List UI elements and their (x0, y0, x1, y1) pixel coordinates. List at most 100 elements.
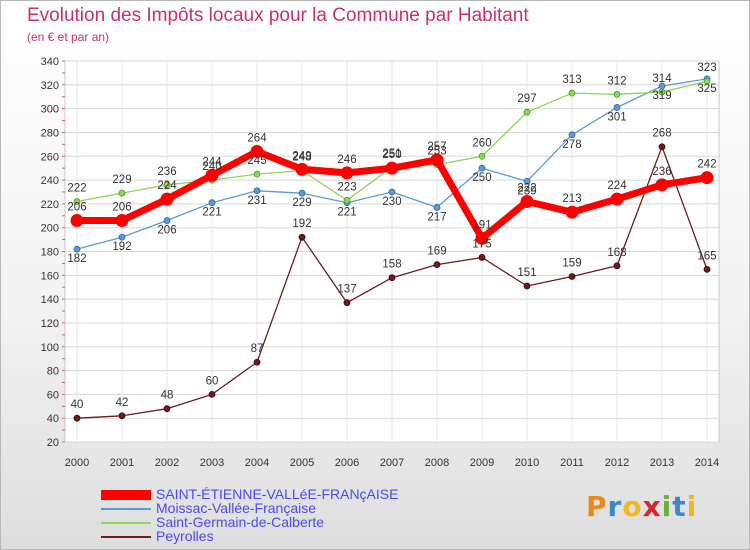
y-tick-label: 320 (41, 80, 59, 92)
data-label: 217 (427, 211, 446, 223)
data-point (250, 144, 264, 158)
data-point (73, 414, 81, 422)
y-tick-label: 200 (41, 223, 59, 235)
y-tick-label: 100 (41, 342, 59, 354)
data-point (700, 171, 714, 185)
x-tick-label: 2009 (470, 457, 494, 469)
data-label: 257 (427, 141, 446, 153)
data-label: 253 (427, 146, 446, 158)
data-label: 169 (427, 246, 446, 258)
data-point (205, 168, 219, 182)
data-point (73, 198, 81, 205)
data-point (253, 170, 261, 178)
chart-subtitle: (en € et par an) (27, 30, 110, 44)
data-point (208, 390, 216, 398)
data-point (298, 233, 306, 241)
data-label: 192 (292, 218, 311, 230)
y-tick-label: 340 (41, 56, 59, 68)
data-point (523, 177, 531, 185)
data-point (163, 217, 171, 224)
data-point (433, 261, 441, 268)
data-point (478, 152, 486, 160)
data-label: 231 (247, 195, 266, 207)
data-point (163, 405, 171, 413)
data-point (70, 214, 84, 228)
data-point (118, 233, 126, 241)
data-label: 268 (652, 128, 671, 140)
x-tick-label: 2010 (515, 457, 539, 469)
data-label: 250 (382, 149, 401, 161)
data-point (568, 273, 576, 280)
data-label: 224 (157, 180, 177, 192)
y-tick-label: 120 (41, 318, 59, 330)
data-label: 48 (161, 390, 174, 402)
data-point (115, 214, 129, 228)
data-label: 168 (607, 247, 626, 259)
data-label: 137 (337, 284, 356, 296)
legend-swatch (101, 522, 151, 524)
data-label: 151 (517, 267, 536, 279)
data-label: 312 (607, 75, 626, 87)
data-label: 229 (292, 197, 311, 209)
data-point (658, 88, 666, 96)
x-tick-label: 2011 (560, 457, 584, 469)
data-label: 242 (697, 159, 716, 171)
data-point (118, 189, 126, 197)
data-point (385, 161, 399, 175)
data-point (523, 282, 531, 290)
data-point (520, 194, 534, 208)
data-label: 319 (652, 90, 671, 102)
y-tick-label: 140 (41, 294, 59, 306)
data-label: 87 (251, 343, 264, 355)
x-tick-label: 2006 (335, 457, 359, 469)
data-label: 278 (562, 139, 581, 151)
data-point (340, 166, 354, 180)
data-point (118, 412, 126, 420)
y-tick-label: 300 (41, 104, 59, 116)
data-label: 159 (562, 258, 581, 270)
y-tick-label: 40 (47, 413, 59, 425)
x-tick-label: 2004 (245, 457, 269, 469)
data-labels: 40 42 48 60 87 192 137 158 169 175 151 159 168 268 165… (67, 62, 716, 411)
y-tick-label: 160 (41, 270, 59, 282)
data-point (253, 358, 261, 366)
data-point (298, 189, 306, 197)
data-label: 250 (472, 172, 491, 184)
data-label: 314 (652, 73, 672, 85)
data-label: 60 (206, 375, 219, 387)
data-label: 221 (337, 207, 356, 219)
data-point (73, 245, 81, 253)
data-label: 206 (157, 225, 176, 237)
legend-label: SAINT-ÉTIENNE-VALLéE-FRANçAISE (156, 486, 399, 502)
x-tick-label: 2013 (650, 457, 674, 469)
data-point (568, 89, 576, 97)
data-point (568, 131, 576, 139)
x-tick-label: 2014 (695, 457, 719, 469)
data-point (655, 178, 669, 192)
x-tick-label: 2007 (380, 457, 404, 469)
data-label: 260 (472, 137, 491, 149)
data-point (610, 192, 624, 206)
data-point (163, 181, 171, 189)
data-point (295, 162, 309, 176)
data-label: 229 (112, 174, 131, 186)
data-label: 240 (202, 161, 221, 173)
data-point (703, 265, 711, 273)
data-label: 301 (607, 111, 626, 123)
data-label: 297 (517, 93, 536, 105)
data-label: 206 (112, 202, 131, 214)
data-point (613, 104, 621, 111)
data-label: 248 (292, 152, 311, 164)
data-label: 230 (382, 196, 401, 208)
legend-label: Peyrolles (156, 528, 214, 544)
data-label: 221 (202, 207, 221, 219)
data-label: 213 (562, 193, 581, 205)
y-tick-label: 180 (41, 247, 59, 259)
data-point (343, 196, 351, 204)
data-label: 244 (202, 156, 222, 168)
data-point (433, 204, 441, 211)
data-label: 175 (472, 238, 491, 250)
data-label: 325 (697, 83, 716, 95)
data-label: 313 (562, 74, 581, 86)
